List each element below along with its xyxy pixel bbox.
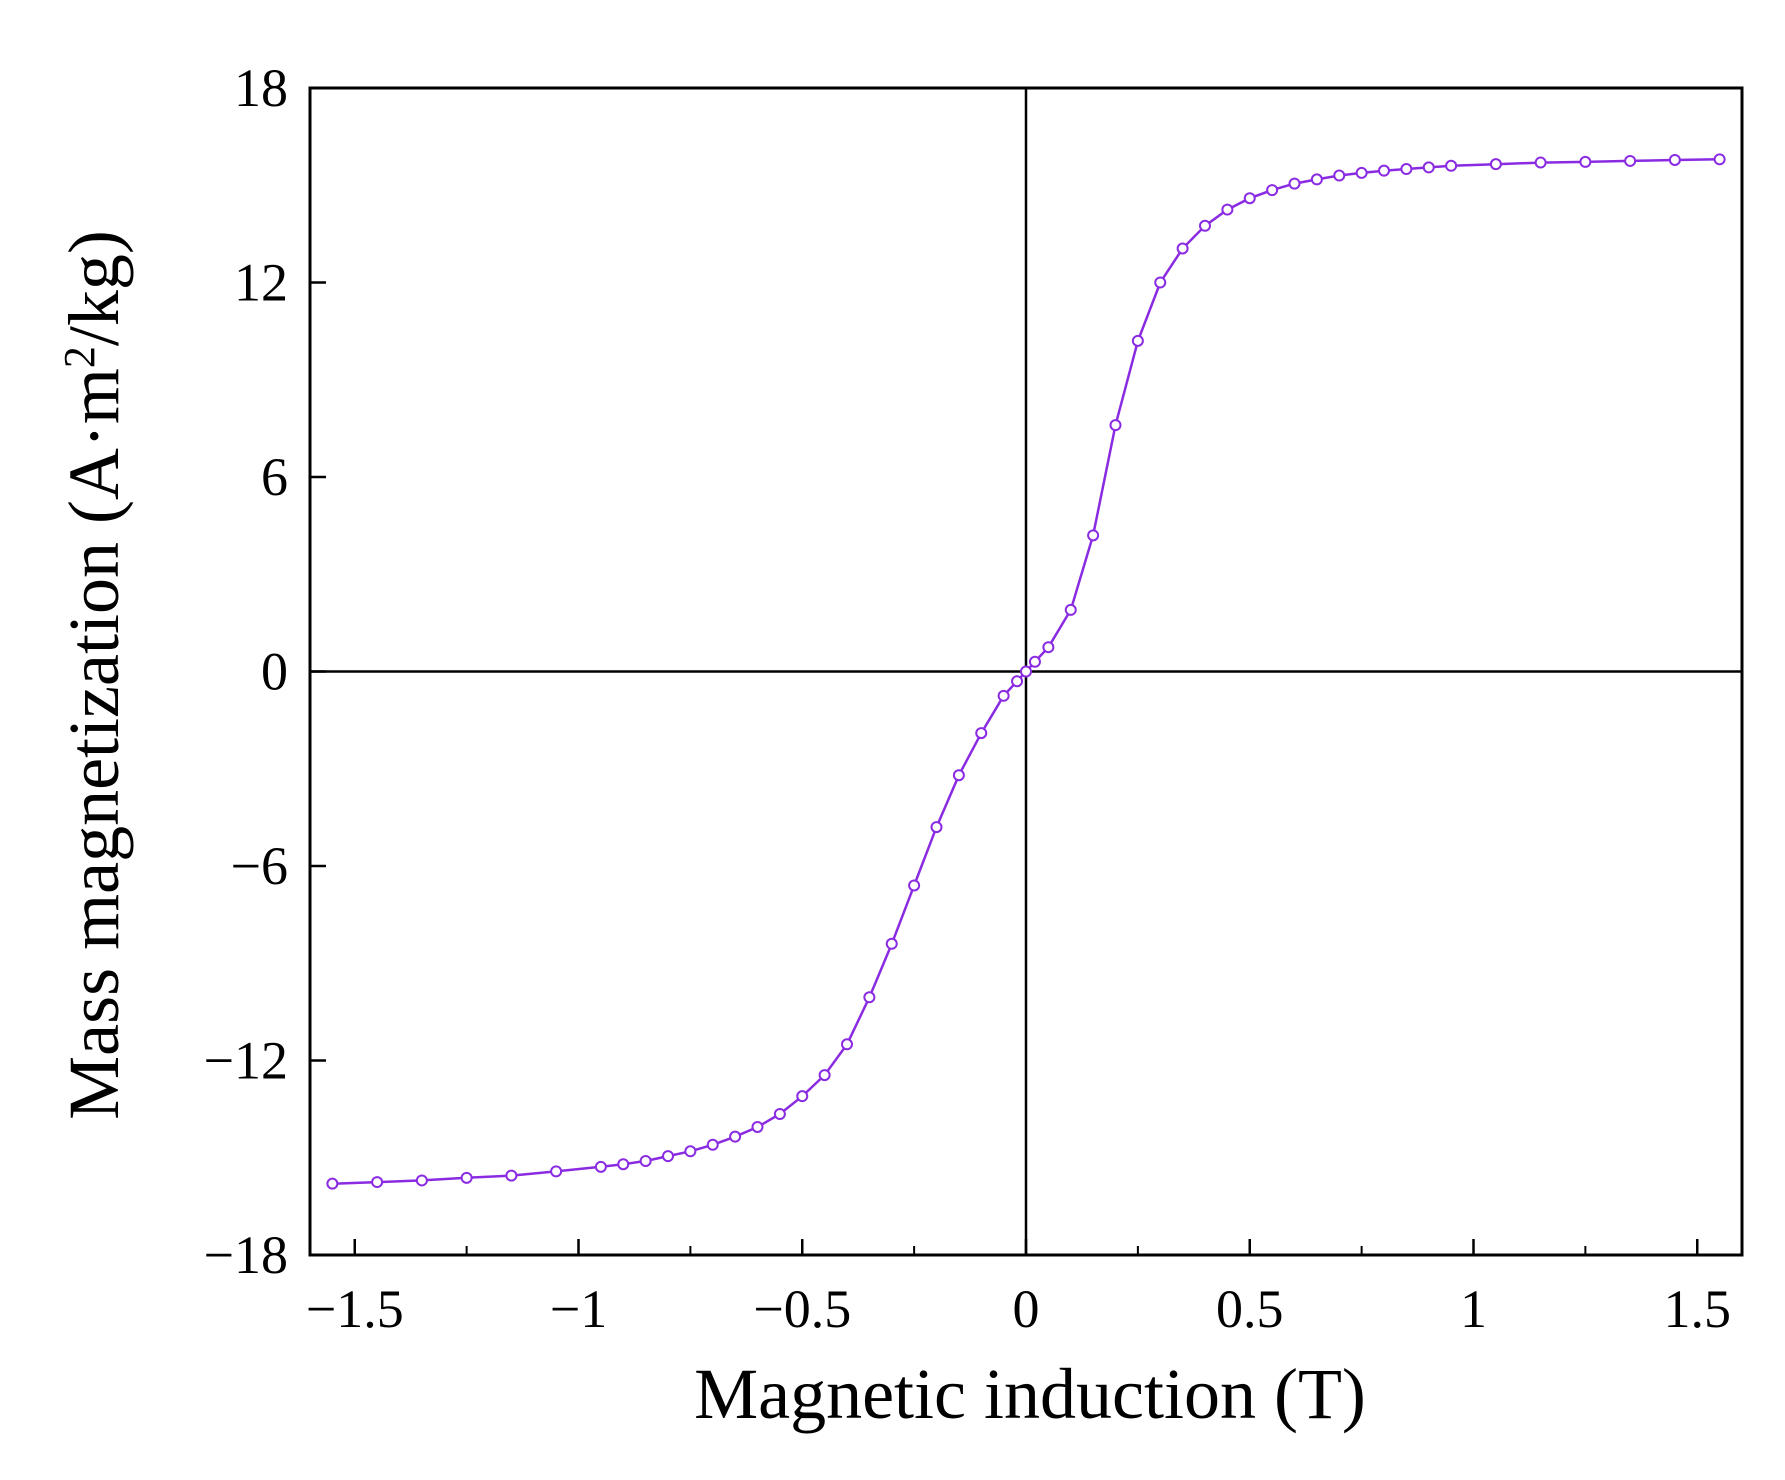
tick-labels: −1.5 −1 −0.5 0 0.5 1 1.5 −18 −12 −6 0 6 12 18 [204,58,1731,1339]
data-point [1154,276,1167,289]
y-axis-title: Mass magnetization (A·m2/kg) [54,230,134,1120]
x-axis-title: Magnetic induction (T) [694,1354,1366,1434]
data-point [505,1169,518,1182]
data-point [1176,242,1189,255]
series-layer [326,153,1726,1190]
data-point [1310,173,1323,186]
y-tick-label: 6 [261,447,288,507]
data-point [371,1176,384,1189]
y-axis-title-superscript: 2 [55,346,104,368]
data-point [1713,153,1726,166]
data-point [1028,655,1041,668]
data-point [460,1171,473,1184]
y-tick-label: 18 [234,58,288,118]
data-point [952,769,965,782]
x-tick-label: −1 [550,1279,607,1339]
data-point [1579,155,1592,168]
data-point [1042,641,1055,654]
y-tick-label: 12 [234,253,288,313]
x-tick-label: 0.5 [1216,1279,1284,1339]
data-point [1668,153,1681,166]
data-point [841,1038,853,1051]
data-point [908,879,921,892]
data-point [662,1150,674,1163]
data-point [1109,419,1122,432]
y-tick-label: 0 [261,642,288,702]
x-tick-label: −1.5 [306,1279,404,1339]
data-point [1087,529,1100,542]
data-point [1534,156,1547,169]
x-tick-label: 0 [1013,1279,1040,1339]
data-point [1020,665,1032,678]
data-point [1064,603,1077,616]
data-point [818,1069,831,1082]
data-point [326,1177,339,1190]
data-point [1489,158,1502,171]
data-point [617,1158,630,1171]
data-point [1288,177,1301,190]
data-point [684,1145,697,1158]
data-point [1400,163,1413,176]
plot-frame [308,86,1744,1257]
data-point [550,1165,563,1178]
data-point [863,991,876,1004]
data-point [975,727,988,740]
x-tick-label: 1.5 [1664,1279,1732,1339]
y-tick-label: −18 [204,1225,288,1285]
x-tick-label: −0.5 [753,1279,851,1339]
data-point [639,1154,652,1167]
data-point [930,821,943,834]
data-point [1266,184,1279,197]
data-point [1445,159,1458,172]
x-tick-label: 1 [1460,1279,1487,1339]
data-point [729,1130,742,1143]
y-axis-title-prefix: Mass magnetization (A·m [54,368,134,1120]
data-point [1355,166,1368,179]
data-point [1131,334,1144,347]
y-tick-label: −6 [231,836,288,896]
data-point [594,1160,607,1173]
data-point [1333,169,1346,182]
data-point [1221,203,1234,216]
data-point [1378,164,1390,177]
data-point [1624,154,1637,167]
data-point [773,1107,786,1120]
y-axis-title-suffix: /kg) [54,230,134,346]
data-point [1422,161,1435,174]
data-point [1011,675,1024,688]
y-tick-label: −12 [204,1031,288,1091]
data-point [997,689,1010,702]
data-point [415,1174,428,1187]
data-point [796,1090,809,1103]
data-point [706,1138,719,1151]
data-point [751,1120,764,1133]
data-point [885,937,898,950]
data-point [1243,192,1256,205]
data-point [1199,219,1211,232]
